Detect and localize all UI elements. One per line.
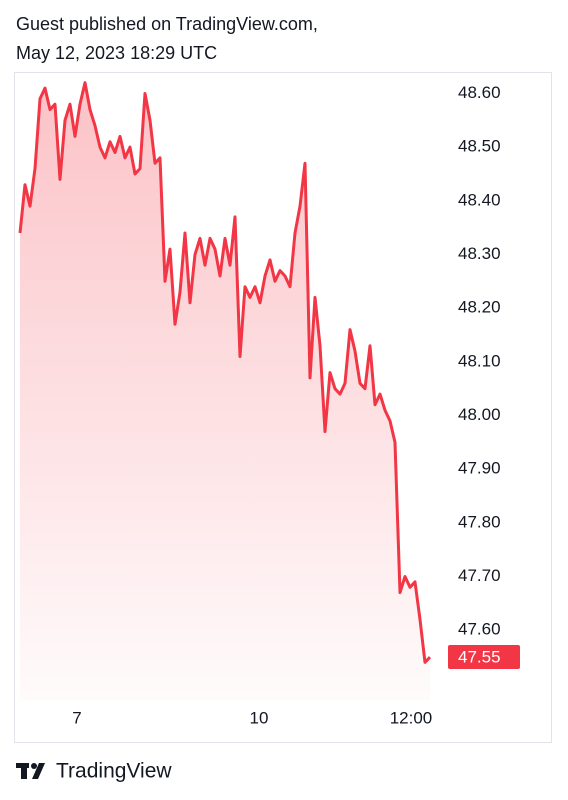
y-tick-label: 47.90 [458, 459, 501, 478]
plot [18, 81, 432, 700]
last-price-badge [448, 645, 520, 670]
y-tick-label: 47.60 [458, 620, 501, 639]
header-line: Guest published on TradingView.com, [16, 14, 318, 34]
y-tick-label: 48.20 [458, 298, 501, 317]
brand: TradingView [56, 760, 172, 783]
last-price-label: 47.55 [458, 648, 501, 667]
header-line: May 12, 2023 18:29 UTC [16, 43, 217, 63]
axes: 48.60 48.50 48.40 48.30 48.20 48.10 48.00 47.90… [72, 83, 520, 727]
y-tick-label: 47.80 [458, 512, 501, 531]
chart-frame [14, 72, 552, 743]
y-tick-label: 48.30 [458, 244, 501, 263]
y-tick-label: 48.50 [458, 137, 501, 156]
price-line [18, 81, 432, 664]
y-tick-label: 48.60 [458, 83, 501, 102]
x-tick-label: 12:00 [390, 708, 433, 727]
y-tick-label: 48.40 [458, 190, 501, 209]
area-fill [20, 82, 430, 700]
y-tick-label: 48.10 [458, 351, 501, 370]
logo [16, 763, 45, 779]
y-tick-label: 47.70 [458, 566, 501, 585]
x-tick-label: 7 [72, 708, 81, 727]
y-tick-label: 48.00 [458, 405, 501, 424]
x-tick-label: 10 [250, 708, 269, 727]
